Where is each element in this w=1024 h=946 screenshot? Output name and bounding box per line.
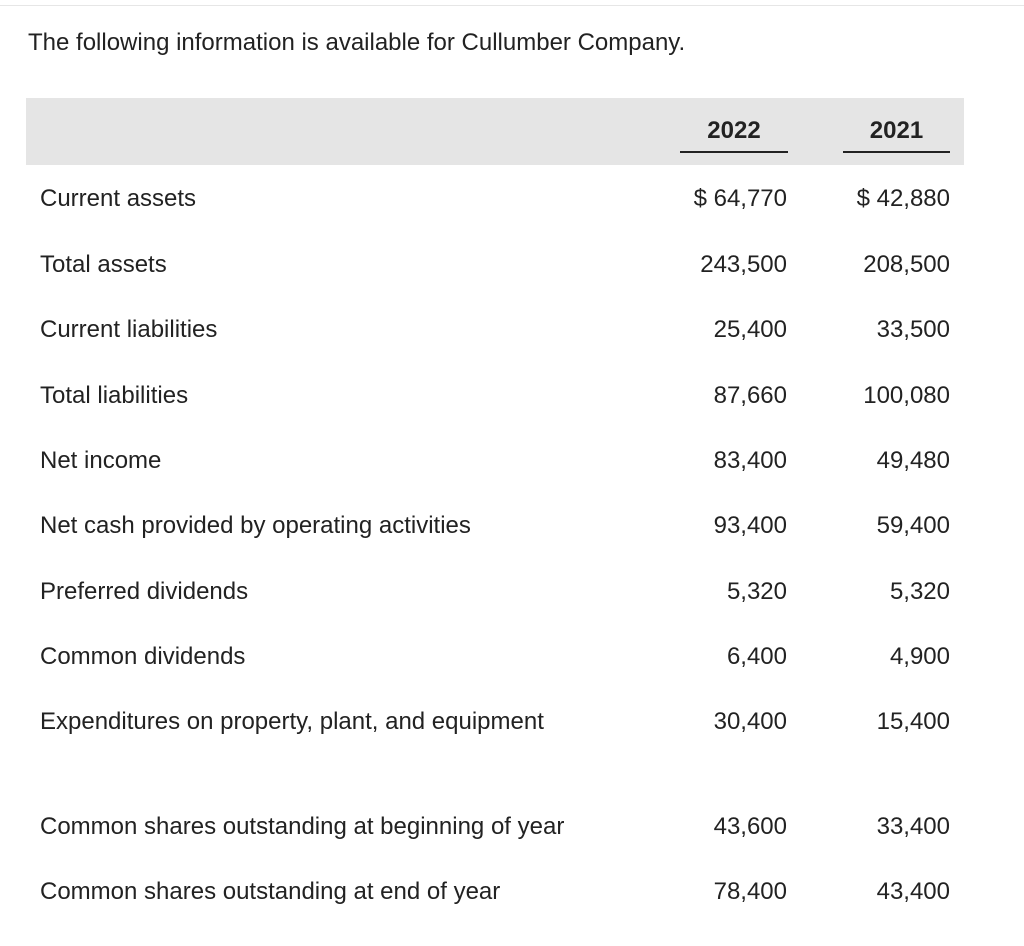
row-label: Total liabilities [40, 382, 189, 409]
value-2022: $ 64,770 [693, 185, 787, 212]
intro-text: The following information is available f… [28, 29, 686, 56]
table-row: Net cash provided by operating activitie… [0, 511, 1024, 541]
table-header [26, 98, 964, 165]
row-label: Common dividends [40, 643, 246, 670]
value-2022: 6,400 [726, 643, 787, 670]
table-row: Total assets 243,500 208,500 [0, 250, 1024, 280]
value-2022: 78,400 [713, 878, 787, 905]
value-2022: 5,320 [726, 578, 787, 605]
value-2021: 33,500 [876, 316, 950, 343]
value-2022: 30,400 [713, 708, 787, 735]
value-2021: 59,400 [876, 512, 950, 539]
table-row: Current assets $ 64,770 $ 42,880 [0, 184, 1024, 214]
value-2021: 15,400 [876, 708, 950, 735]
row-label: Net cash provided by operating activitie… [40, 512, 471, 539]
value-2021: 5,320 [889, 578, 950, 605]
value-2022: 83,400 [713, 447, 787, 474]
row-label: Preferred dividends [40, 578, 249, 605]
table-row: Preferred dividends 5,320 5,320 [0, 577, 1024, 607]
row-label: Current liabilities [40, 316, 218, 343]
value-2022: 243,500 [700, 251, 787, 278]
value-2022: 87,660 [713, 382, 787, 409]
value-2021: 43,400 [876, 878, 950, 905]
value-2022: 43,600 [713, 813, 787, 840]
row-label: Current assets [40, 185, 197, 212]
table-row: Common shares outstanding at end of year… [0, 877, 1024, 907]
value-2021: 208,500 [863, 251, 950, 278]
top-divider [0, 5, 1024, 6]
value-2021: 4,900 [889, 643, 950, 670]
table-row: Total liabilities 87,660 100,080 [0, 381, 1024, 411]
value-2022: 25,400 [713, 316, 787, 343]
column-header-2021: 2021 [843, 116, 950, 153]
column-header-2022: 2022 [680, 116, 788, 153]
value-2021: 100,080 [863, 382, 950, 409]
row-label: Total assets [40, 251, 167, 278]
table-row: Common shares outstanding at beginning o… [0, 812, 1024, 842]
table-row: Current liabilities 25,400 33,500 [0, 315, 1024, 345]
value-2021: $ 42,880 [856, 185, 950, 212]
value-2022: 93,400 [713, 512, 787, 539]
table-row: Expenditures on property, plant, and equ… [0, 707, 1024, 737]
row-label: Common shares outstanding at beginning o… [40, 813, 565, 840]
row-label: Net income [40, 447, 162, 474]
row-label: Common shares outstanding at end of year [40, 878, 501, 905]
value-2021: 33,400 [876, 813, 950, 840]
value-2021: 49,480 [876, 447, 950, 474]
table-row: Common dividends 6,400 4,900 [0, 642, 1024, 672]
table-row: Net income 83,400 49,480 [0, 446, 1024, 476]
row-label: Expenditures on property, plant, and equ… [40, 708, 544, 735]
